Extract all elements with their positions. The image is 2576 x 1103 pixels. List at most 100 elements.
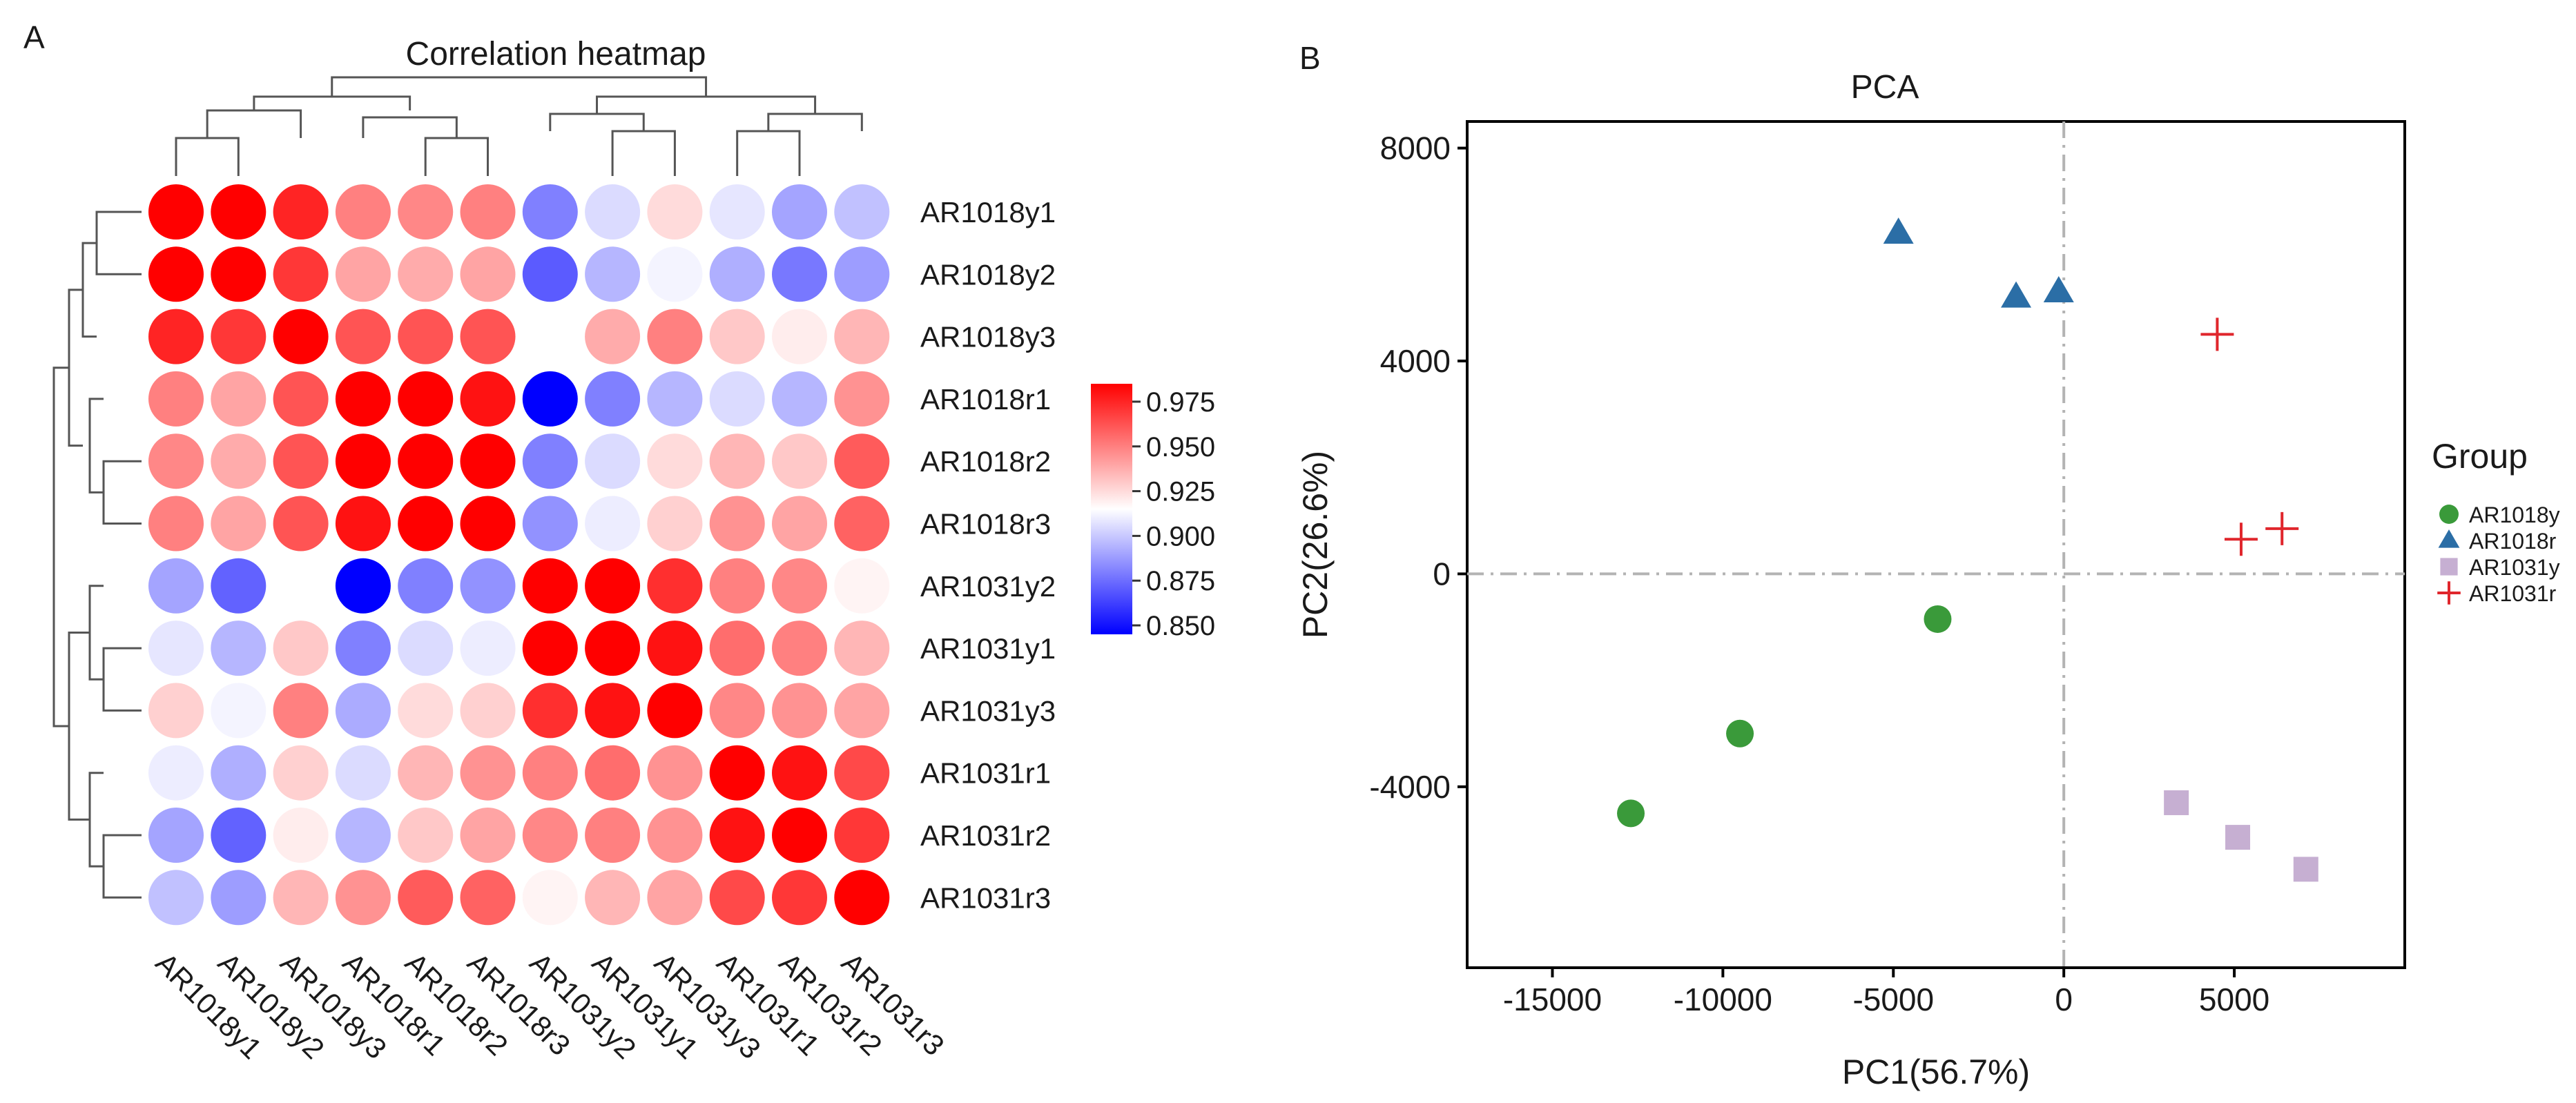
heatmap-cells <box>148 184 890 926</box>
heatmap-cell <box>647 371 703 427</box>
heatmap-cell <box>522 808 578 863</box>
heatmap-cell <box>211 808 267 863</box>
heatmap-cell <box>335 246 391 302</box>
heatmap-cell <box>460 683 516 739</box>
heatmap-cell <box>273 558 329 614</box>
heatmap-cell <box>834 309 890 364</box>
heatmap-row-labels: AR1018y1 AR1018y2 AR1018y3 AR1018r1 AR1018r2… <box>920 196 1056 914</box>
heatmap-cell <box>647 496 703 552</box>
heatmap-cell <box>335 371 391 427</box>
heatmap-cell <box>211 184 267 240</box>
legend-key-ar1018y <box>2439 505 2459 524</box>
heatmap-cell <box>709 309 765 364</box>
legend-key-ar1031y <box>2440 558 2458 576</box>
heatmap-cell <box>522 496 578 552</box>
colorbar-tick-label: 0.950 <box>1146 432 1215 462</box>
dendrogram-branch <box>88 585 104 681</box>
heatmap-cell <box>335 870 391 926</box>
heatmap-cell <box>460 309 516 364</box>
heatmap-cell <box>148 309 204 364</box>
dendrogram-branch <box>206 109 302 138</box>
heatmap-cell <box>709 496 765 552</box>
heatmap-cell <box>709 558 765 614</box>
heatmap-cell <box>585 683 641 739</box>
heatmap-cell <box>585 808 641 863</box>
y-axis-tick-label: -4000 <box>1369 769 1451 805</box>
heatmap-cell <box>647 246 703 302</box>
x-axis-tick-label: 0 <box>2055 982 2073 1017</box>
heatmap-cell <box>273 184 329 240</box>
pca-point-ar1018y <box>1924 605 1952 633</box>
dendrogram-branch <box>102 834 142 899</box>
heatmap-cell <box>148 496 204 552</box>
heatmap-cell <box>398 621 454 676</box>
heatmap-cell <box>398 184 454 240</box>
pca-plot-frame <box>1466 120 2406 969</box>
panel-label-b: B <box>1299 40 1321 76</box>
heatmap-cell <box>148 433 204 489</box>
dendrogram-branch <box>68 632 90 821</box>
pca-point-ar1031r <box>2265 511 2299 545</box>
heatmap-cell <box>211 621 267 676</box>
heatmap-cell <box>335 745 391 801</box>
heatmap-cell <box>522 309 578 364</box>
dendrogram-branch <box>424 137 489 176</box>
heatmap-cell <box>211 870 267 926</box>
heatmap-cell <box>211 371 267 427</box>
heatmap-cell <box>398 246 454 302</box>
row-dendrogram <box>52 211 142 899</box>
pca-title: PCA <box>1851 69 1919 106</box>
heatmap-cell <box>335 808 391 863</box>
heatmap-cell <box>522 558 578 614</box>
pca-x-axis-label: PC1(56.7%) <box>1842 1053 2030 1091</box>
heatmap-cell <box>709 184 765 240</box>
heatmap-cell <box>585 870 641 926</box>
legend-title: Group <box>2432 437 2528 476</box>
colorbar-ticks: 0.975 0.950 0.925 0.900 0.875 0.850 <box>1132 387 1215 641</box>
x-axis-tick-label: 5000 <box>2199 982 2269 1017</box>
heatmap-cell <box>460 371 516 427</box>
heatmap-cell <box>335 309 391 364</box>
heatmap-cell <box>585 745 641 801</box>
heatmap-row-label: AR1031y3 <box>920 694 1056 727</box>
heatmap-cell <box>834 558 890 614</box>
legend-label: AR1018r <box>2469 529 2557 554</box>
heatmap-cell <box>522 184 578 240</box>
heatmap-cell <box>647 870 703 926</box>
heatmap-cell <box>273 683 329 739</box>
legend-label: AR1031r <box>2469 581 2557 606</box>
heatmap-cell <box>709 745 765 801</box>
pca-y-axis-label: PC2(26.6%) <box>1296 451 1335 638</box>
heatmap-cell <box>460 558 516 614</box>
pca-point-ar1031y <box>2164 790 2189 815</box>
heatmap-cell <box>772 745 827 801</box>
heatmap-cell <box>398 808 454 863</box>
colorbar-tick-label: 0.975 <box>1146 387 1215 418</box>
colorbar-tick-label: 0.900 <box>1146 521 1215 552</box>
y-axis-tick-label: 4000 <box>1380 343 1451 379</box>
dendrogram-branch <box>88 398 104 494</box>
heatmap-cell <box>522 371 578 427</box>
heatmap-cell <box>647 621 703 676</box>
heatmap-cell <box>647 808 703 863</box>
heatmap-cell <box>211 246 267 302</box>
heatmap-cell <box>585 246 641 302</box>
heatmap-cell <box>148 808 204 863</box>
heatmap-cell <box>585 621 641 676</box>
pca-point-ar1018r <box>2001 281 2032 308</box>
dendrogram-branch <box>736 130 801 176</box>
heatmap-cell <box>335 558 391 614</box>
heatmap-cell <box>772 184 827 240</box>
dendrogram-branch <box>596 95 817 114</box>
heatmap-cell <box>398 309 454 364</box>
pca-point-ar1031r <box>2224 523 2258 556</box>
heatmap-cell <box>148 184 204 240</box>
heatmap-cell <box>273 745 329 801</box>
pca-scatter: PCA -15000 -10000 -5000 0 5000 8000 4000 0 -4000… <box>1296 69 2560 1091</box>
correlation-heatmap: Correlation heatmap AR1018y1 AR1018y2 AR10… <box>52 36 1215 1065</box>
heatmap-cell <box>211 309 267 364</box>
heatmap-cell <box>772 683 827 739</box>
heatmap-cell <box>772 371 827 427</box>
heatmap-cell <box>834 184 890 240</box>
colorbar-tick-label: 0.850 <box>1146 611 1215 641</box>
